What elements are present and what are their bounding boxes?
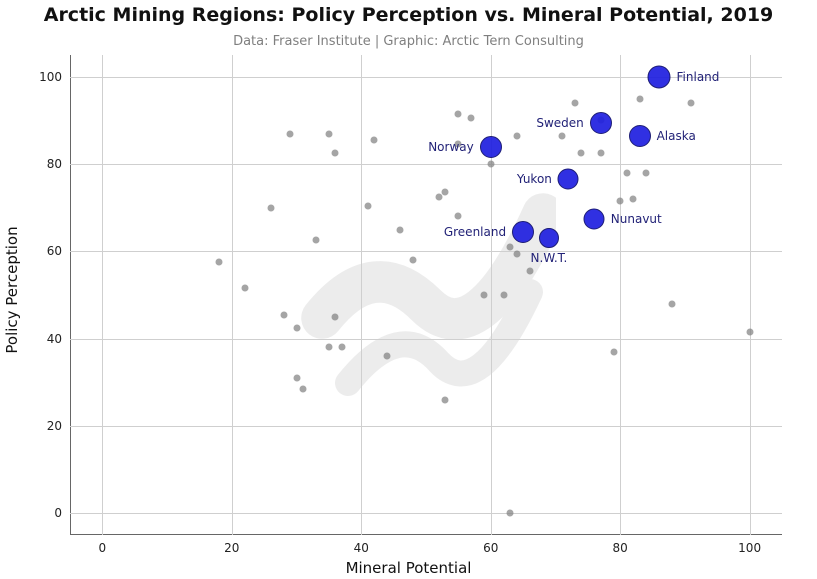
arctic-point: [648, 65, 671, 88]
background-point: [688, 100, 695, 107]
background-point: [241, 285, 248, 292]
background-point: [623, 169, 630, 176]
background-point: [578, 150, 585, 157]
arctic-point: [558, 169, 579, 190]
background-point: [371, 137, 378, 144]
arctic-point-label: Alaska: [657, 129, 696, 143]
gridline-horizontal: [70, 513, 782, 514]
background-point: [513, 250, 520, 257]
background-point: [410, 257, 417, 264]
arctic-point-label: Greenland: [444, 225, 506, 239]
background-point: [280, 311, 287, 318]
chart-subtitle: Data: Fraser Institute | Graphic: Arctic…: [0, 34, 817, 49]
background-point: [507, 244, 514, 251]
background-point: [468, 115, 475, 122]
background-point: [300, 385, 307, 392]
background-point: [338, 344, 345, 351]
gridline-vertical: [491, 55, 492, 535]
gridline-vertical: [750, 55, 751, 535]
watermark-icon: [296, 175, 556, 435]
arctic-point: [480, 136, 502, 158]
x-tick-label: 0: [99, 535, 107, 555]
background-point: [513, 132, 520, 139]
background-point: [668, 300, 675, 307]
x-tick-label: 80: [613, 535, 628, 555]
background-point: [526, 268, 533, 275]
gridline-horizontal: [70, 164, 782, 165]
arctic-point: [590, 112, 612, 134]
background-point: [455, 213, 462, 220]
background-point: [500, 292, 507, 299]
gridline-horizontal: [70, 426, 782, 427]
arctic-point: [539, 228, 559, 248]
background-point: [325, 344, 332, 351]
background-point: [746, 329, 753, 336]
background-point: [325, 130, 332, 137]
background-point: [507, 510, 514, 517]
y-axis-label: Policy Perception: [3, 226, 21, 353]
background-point: [617, 198, 624, 205]
background-point: [287, 130, 294, 137]
background-point: [610, 348, 617, 355]
x-tick-label: 100: [738, 535, 761, 555]
background-point: [364, 202, 371, 209]
x-axis-spine: [70, 534, 782, 535]
arctic-point: [512, 221, 534, 243]
arctic-point-label: Finland: [677, 70, 720, 84]
background-point: [442, 396, 449, 403]
plot-area: 020406080100020406080100FinlandSwedenAla…: [70, 55, 782, 535]
arctic-point: [584, 208, 605, 229]
background-point: [481, 292, 488, 299]
y-tick-label: 20: [47, 419, 70, 433]
arctic-point-label: Sweden: [536, 116, 583, 130]
background-point: [487, 161, 494, 168]
y-tick-label: 40: [47, 332, 70, 346]
chart-container: Arctic Mining Regions: Policy Perception…: [0, 0, 817, 579]
x-tick-label: 20: [224, 535, 239, 555]
background-point: [312, 237, 319, 244]
background-point: [630, 196, 637, 203]
arctic-point-label: N.W.T.: [531, 251, 568, 265]
gridline-vertical: [620, 55, 621, 535]
background-point: [558, 132, 565, 139]
gridline-vertical: [232, 55, 233, 535]
background-point: [397, 226, 404, 233]
background-point: [384, 353, 391, 360]
background-point: [293, 324, 300, 331]
gridline-vertical: [361, 55, 362, 535]
background-point: [597, 150, 604, 157]
arctic-point-label: Nunavut: [611, 212, 662, 226]
background-point: [332, 150, 339, 157]
x-tick-label: 40: [354, 535, 369, 555]
background-point: [643, 169, 650, 176]
gridline-horizontal: [70, 77, 782, 78]
background-point: [571, 100, 578, 107]
background-point: [267, 204, 274, 211]
arctic-point-label: Yukon: [517, 172, 552, 186]
background-point: [332, 313, 339, 320]
background-point: [435, 193, 442, 200]
x-tick-label: 60: [483, 535, 498, 555]
background-point: [442, 189, 449, 196]
background-point: [636, 95, 643, 102]
gridline-horizontal: [70, 251, 782, 252]
arctic-point: [629, 125, 651, 147]
background-point: [215, 259, 222, 266]
gridline-horizontal: [70, 339, 782, 340]
y-tick-label: 60: [47, 244, 70, 258]
chart-title: Arctic Mining Regions: Policy Perception…: [0, 4, 817, 26]
y-tick-label: 0: [54, 506, 70, 520]
y-axis-spine: [70, 55, 71, 535]
gridline-vertical: [102, 55, 103, 535]
background-point: [293, 374, 300, 381]
background-point: [455, 110, 462, 117]
arctic-point-label: Norway: [428, 140, 474, 154]
y-tick-label: 80: [47, 157, 70, 171]
x-axis-label: Mineral Potential: [346, 559, 472, 577]
y-tick-label: 100: [39, 70, 70, 84]
